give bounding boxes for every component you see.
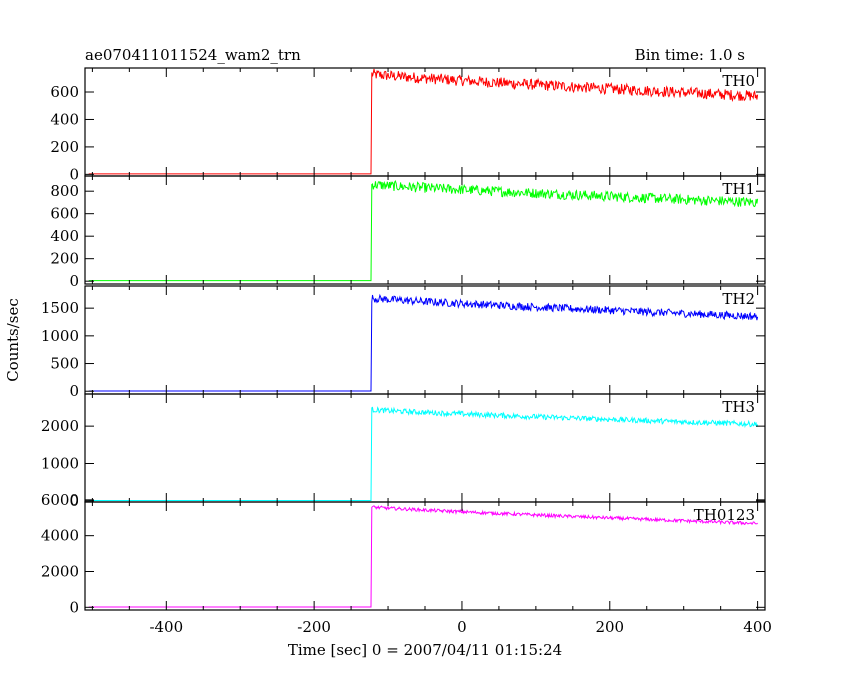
y-tick-label: 600 xyxy=(50,205,79,223)
x-tick-label: -400 xyxy=(149,618,183,636)
bin-time-label: Bin time: 1.0 s xyxy=(635,46,745,64)
series-label-th0123: TH0123 xyxy=(694,506,755,524)
y-tick-label: 0 xyxy=(69,165,79,183)
y-tick-label: 2000 xyxy=(41,562,79,580)
panel-th0123: 0 2000 4000 6000 TH0123 xyxy=(41,491,766,616)
x-tick-label: 200 xyxy=(595,618,624,636)
panels-group: 0 200 400 600 TH0 0 200 400 600 800 TH1 0 500 1000 150… xyxy=(41,67,772,636)
x-axis-label: Time [sec] 0 = 2007/04/11 01:15:24 xyxy=(288,641,562,659)
y-tick-label: 500 xyxy=(50,355,79,373)
y-tick-label: 200 xyxy=(50,250,79,268)
y-tick-label: 0 xyxy=(69,598,79,616)
y-tick-label: 6000 xyxy=(41,491,79,509)
y-tick-label: 1000 xyxy=(41,327,79,345)
y-tick-label: 200 xyxy=(50,138,79,156)
series-label-th2: TH2 xyxy=(722,290,755,308)
series-line-th2 xyxy=(88,293,759,392)
panel-th0: 0 200 400 600 TH0 xyxy=(50,67,766,183)
panel-th3: 0 1000 2000 TH3 xyxy=(41,393,766,510)
series-line-th0123 xyxy=(88,505,758,608)
panel-frame xyxy=(84,67,766,177)
series-label-th0: TH0 xyxy=(722,72,755,90)
y-tick-label: 800 xyxy=(50,182,79,200)
x-tick-label: 400 xyxy=(743,618,772,636)
y-tick-label: 0 xyxy=(69,272,79,290)
series-label-th3: TH3 xyxy=(722,398,755,416)
panel-th1: 0 200 400 600 800 TH1 xyxy=(50,175,766,290)
panel-th2: 0 500 1000 1500 TH2 xyxy=(41,285,766,400)
y-tick-label: 400 xyxy=(50,227,79,245)
y-tick-label: 0 xyxy=(69,382,79,400)
y-axis-label: Counts/sec xyxy=(4,298,22,382)
y-tick-label: 0 xyxy=(69,492,79,510)
panel-frame xyxy=(84,501,766,611)
panel-frame xyxy=(84,393,766,503)
chart-title: ae070411011524_wam2_trn xyxy=(85,46,301,64)
series-line-th3 xyxy=(88,406,759,501)
series-label-th1: TH1 xyxy=(722,180,755,198)
x-tick-label: 0 xyxy=(457,618,467,636)
y-tick-label: 1500 xyxy=(41,299,79,317)
y-tick-label: 1000 xyxy=(41,455,79,473)
y-tick-label: 4000 xyxy=(41,527,79,545)
series-line-th0 xyxy=(88,68,759,175)
y-tick-label: 600 xyxy=(50,83,79,101)
x-tick-label: -200 xyxy=(297,618,331,636)
y-tick-label: 2000 xyxy=(41,417,79,435)
y-tick-label: 400 xyxy=(50,110,79,128)
series-line-th1 xyxy=(88,179,759,282)
